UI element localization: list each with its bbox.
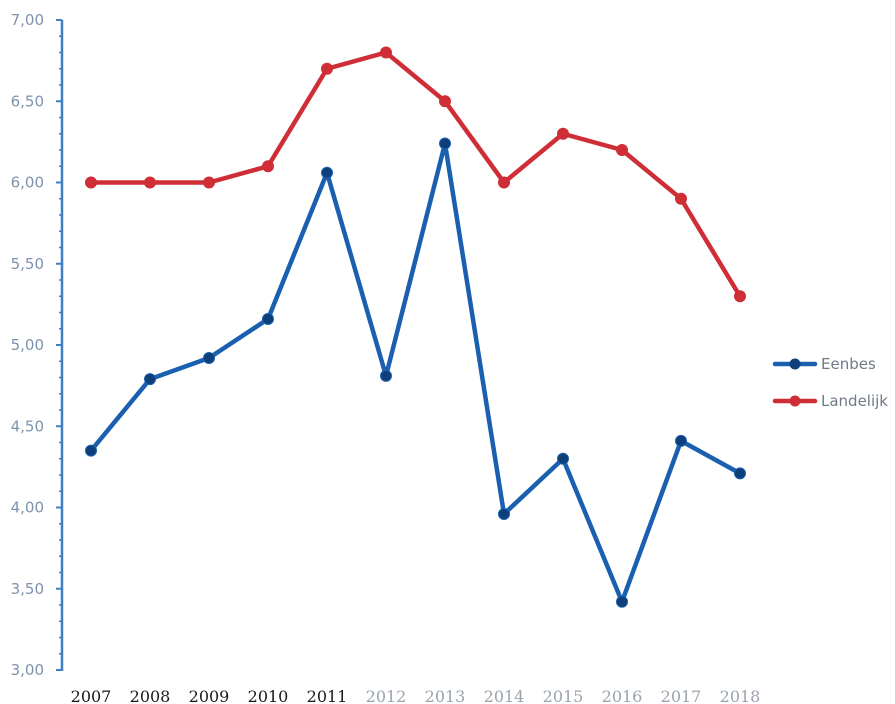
x-tick-label: 2008 (130, 687, 171, 704)
series (85, 137, 746, 608)
x-tick-label: 2017 (661, 687, 702, 704)
y-tick-label: 6,50 (11, 92, 44, 110)
series-lines (85, 46, 746, 608)
data-point (734, 290, 746, 303)
data-point (616, 144, 628, 156)
legend-label: Landelijk (821, 392, 888, 410)
data-point (262, 160, 274, 173)
data-point (85, 176, 97, 189)
data-point (321, 166, 333, 179)
data-point (498, 508, 510, 520)
y-tick-label: 3,50 (11, 580, 44, 598)
legend-swatch-marker (789, 358, 801, 370)
data-point (203, 176, 215, 189)
x-tick-label: 2011 (307, 687, 348, 704)
y-tick-label: 4,00 (11, 499, 44, 517)
data-point (557, 127, 569, 140)
data-point (321, 62, 333, 75)
series (85, 46, 746, 303)
y-tick-label: 5,00 (11, 336, 44, 354)
data-point (675, 192, 687, 205)
data-point (616, 595, 628, 608)
x-tick-label: 2009 (189, 687, 230, 704)
data-point (439, 95, 451, 108)
data-point (85, 444, 97, 457)
y-tick-label: 6,00 (11, 174, 44, 192)
data-point (203, 352, 215, 364)
legend: Eenbes Landelijk (772, 355, 888, 410)
data-point (380, 46, 392, 59)
x-tick-label: 2018 (720, 687, 761, 704)
legend-swatch-marker (789, 395, 801, 407)
data-point (262, 313, 274, 325)
data-point (498, 176, 510, 189)
x-tick-label: 2014 (484, 687, 525, 704)
data-point (557, 452, 569, 465)
data-point (144, 176, 156, 189)
data-point (675, 434, 687, 447)
x-tick-label: 2012 (366, 687, 407, 704)
y-axis (56, 19, 64, 671)
x-tick-label: 2010 (248, 687, 289, 704)
y-tick-label: 5,50 (11, 255, 44, 273)
series-line (88, 50, 743, 299)
x-tick-label: 2016 (602, 687, 643, 704)
x-tick-label: 2013 (425, 687, 466, 704)
x-tick-labels: 2007 2008 2009 2010 2011 2012 2013 2014 2015 2016… (71, 687, 761, 704)
data-point (439, 137, 451, 150)
y-tick-label: 7,00 (11, 11, 44, 29)
x-tick-label: 2007 (71, 687, 112, 704)
series-line (88, 141, 743, 604)
y-tick-labels: 3,00 3,50 4,00 4,50 5,00 5,50 6,00 6,50 7,00 (11, 11, 44, 679)
legend-item: Landelijk (772, 392, 888, 410)
data-point (380, 369, 392, 382)
data-point (734, 467, 746, 480)
legend-item: Eenbes (772, 355, 876, 373)
y-tick-label: 3,00 (11, 661, 44, 679)
y-tick-label: 4,50 (11, 417, 44, 435)
data-point (144, 373, 156, 386)
x-tick-label: 2015 (543, 687, 584, 704)
legend-label: Eenbes (821, 355, 876, 373)
